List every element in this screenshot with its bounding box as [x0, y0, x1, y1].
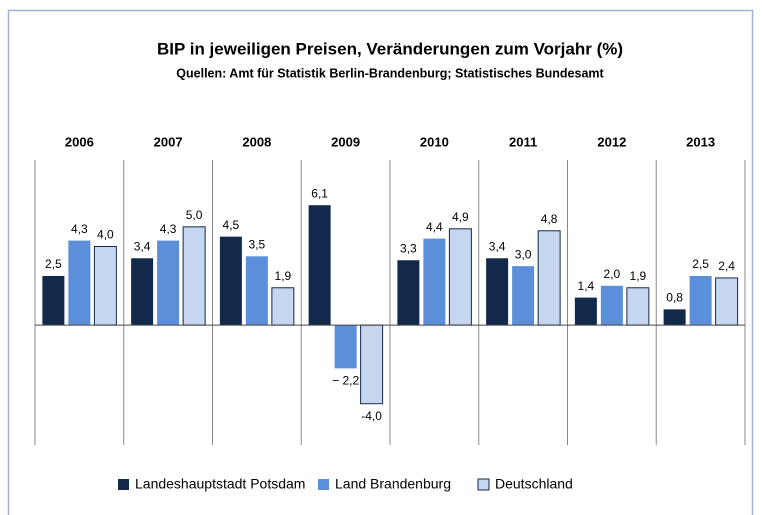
- value-label: 1,4: [578, 279, 595, 293]
- bar: [308, 205, 331, 326]
- bar: [157, 240, 180, 326]
- value-label: 1,9: [630, 269, 647, 283]
- value-label: 4,8: [541, 212, 558, 226]
- bar: [574, 297, 597, 326]
- value-label: 4,5: [223, 218, 240, 232]
- category-label: 2011: [509, 134, 537, 149]
- bar: [600, 285, 623, 326]
- legend-label: Deutschland: [495, 476, 573, 492]
- bar: [537, 230, 561, 326]
- chart-title: BIP in jeweiligen Preisen, Veränderungen…: [157, 39, 623, 58]
- frame: [7, 9, 754, 515]
- category-label: 2010: [420, 134, 449, 149]
- legend-swatch: [318, 479, 329, 490]
- category-label: 2009: [331, 134, 360, 149]
- category-label: 2012: [597, 134, 626, 149]
- value-label: 4,3: [160, 222, 177, 236]
- legend-label: Land Brandenburg: [335, 476, 451, 492]
- bar: [512, 266, 535, 326]
- value-label: 3,4: [489, 239, 506, 253]
- value-label: 3,5: [249, 237, 266, 251]
- bar: [182, 226, 206, 326]
- bar: [423, 238, 446, 326]
- legend-label: Landeshauptstadt Potsdam: [135, 476, 305, 492]
- bar: [360, 324, 384, 405]
- bar: [219, 236, 242, 326]
- bar: [271, 287, 295, 326]
- value-label: 4,3: [71, 222, 88, 236]
- value-label: 3,0: [515, 247, 532, 261]
- legend-swatch: [118, 479, 129, 490]
- bar: [715, 277, 739, 326]
- bar: [42, 275, 65, 326]
- bar: [334, 325, 357, 369]
- value-label: 4,0: [97, 228, 114, 242]
- value-label: 2,5: [692, 257, 709, 271]
- value-label: 2,5: [45, 257, 62, 271]
- bar: [448, 228, 472, 326]
- chart-subtitle: Quellen: Amt für Statistik Berlin-Brande…: [176, 66, 604, 80]
- category-label: 2006: [65, 134, 94, 149]
- value-label: 3,4: [134, 239, 151, 253]
- value-label: 6,1: [311, 186, 328, 200]
- bar: [663, 309, 686, 326]
- category-label: 2013: [686, 134, 715, 149]
- bar: [93, 245, 117, 326]
- value-label: 4,9: [452, 210, 469, 224]
- value-label: 3,3: [400, 241, 417, 255]
- value-label: 2,4: [718, 259, 735, 273]
- value-label: -4,0: [361, 409, 382, 423]
- category-label: 2007: [154, 134, 183, 149]
- value-label: 4,4: [426, 220, 443, 234]
- bar: [245, 256, 268, 326]
- value-label: 1,9: [275, 269, 292, 283]
- category-label: 2008: [242, 134, 271, 149]
- bar: [486, 258, 509, 326]
- bar: [68, 240, 91, 326]
- bar: [397, 260, 420, 326]
- value-label: − 2,2: [332, 374, 359, 388]
- legend-swatch: [477, 478, 490, 491]
- value-label: 0,8: [666, 291, 683, 305]
- value-label: 5,0: [186, 208, 203, 222]
- bar: [131, 258, 154, 326]
- value-label: 2,0: [604, 267, 621, 281]
- bar: [689, 275, 712, 326]
- bar: [626, 287, 650, 326]
